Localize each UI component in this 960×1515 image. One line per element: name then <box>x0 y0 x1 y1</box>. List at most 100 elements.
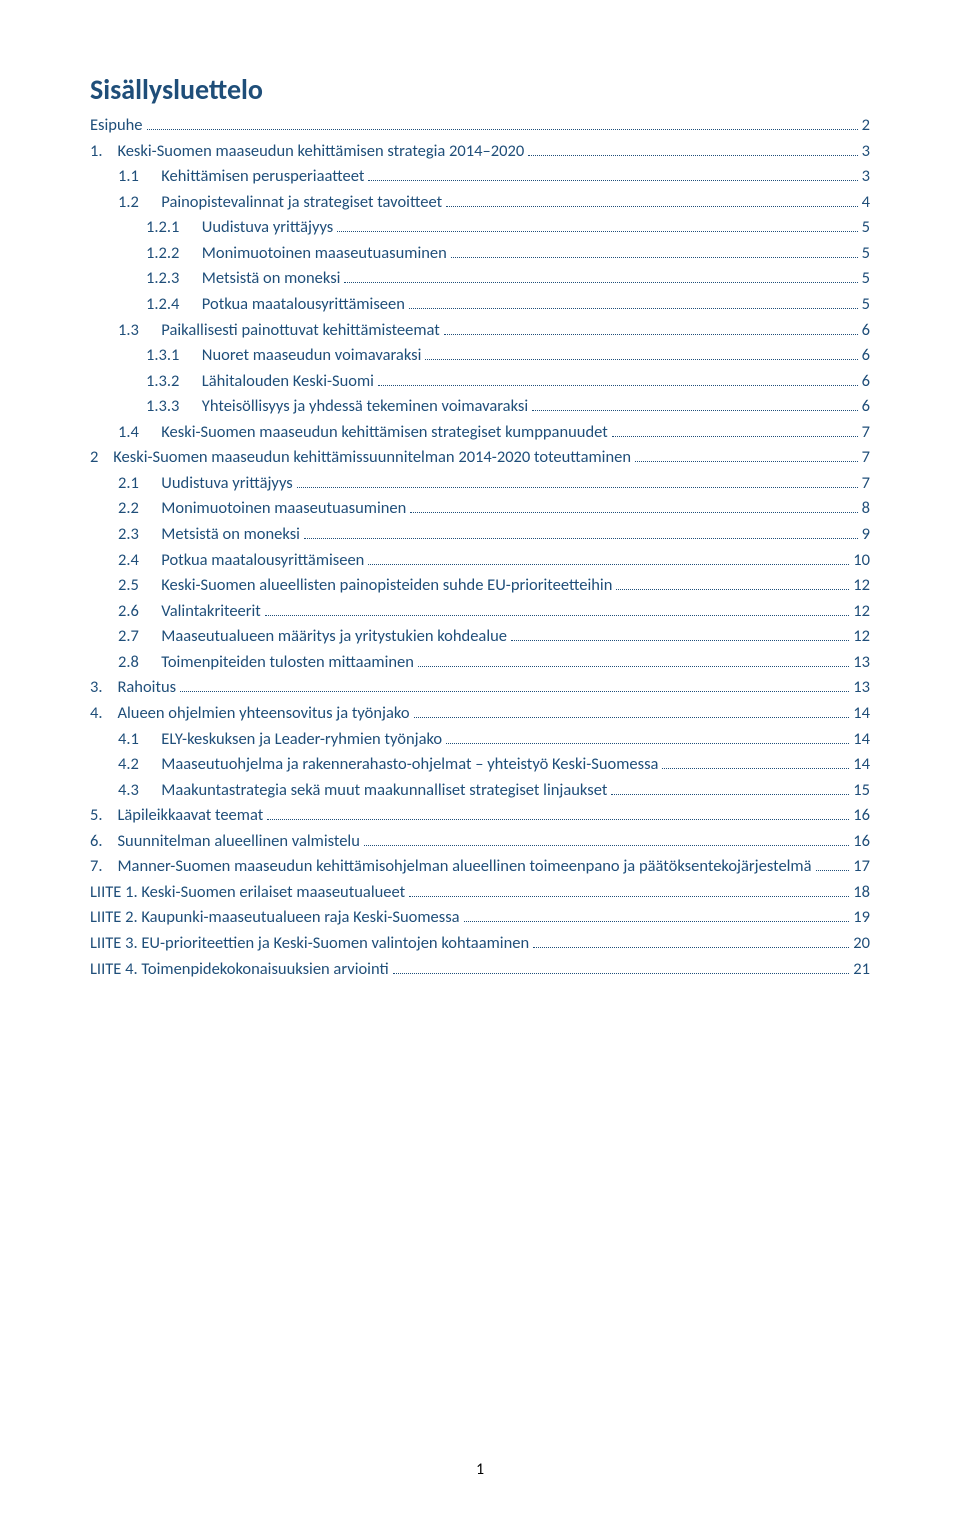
toc-page: 6 <box>862 318 870 344</box>
toc-row: 4.1 ELY-keskuksen ja Leader-ryhmien työn… <box>90 727 870 753</box>
toc-row: LIITE 1. Keski-Suomen erilaiset maaseutu… <box>90 880 870 906</box>
toc-label: 2.5 Keski-Suomen alueellisten painopiste… <box>118 573 612 599</box>
toc-leader <box>368 166 857 181</box>
toc-page: 17 <box>853 854 870 880</box>
toc-row: 4. Alueen ohjelmien yhteensovitus ja työ… <box>90 701 870 727</box>
toc-leader <box>635 447 858 462</box>
toc-label: LIITE 4. Toimenpidekokonaisuuksien arvio… <box>90 957 389 983</box>
toc-label: 1.2.2 Monimuotoinen maaseutuasuminen <box>146 241 447 267</box>
toc-leader <box>611 780 849 795</box>
toc-row: 2.1 Uudistuva yrittäjyys7 <box>90 471 870 497</box>
toc-label: 5. Läpileikkaavat teemat <box>90 803 263 829</box>
toc-leader <box>409 294 858 309</box>
toc-label: LIITE 3. EU-prioriteettien ja Keski-Suom… <box>90 931 529 957</box>
toc-label: 2.6 Valintakriteerit <box>118 599 261 625</box>
toc-leader <box>378 371 858 386</box>
toc-leader <box>528 141 857 156</box>
toc-leader <box>464 907 850 922</box>
toc-leader <box>147 115 858 130</box>
toc-row: LIITE 2. Kaupunki-maaseutualueen raja Ke… <box>90 905 870 931</box>
toc-row: 2.5 Keski-Suomen alueellisten painopiste… <box>90 573 870 599</box>
toc-page: 18 <box>853 880 870 906</box>
toc-leader <box>368 550 849 565</box>
toc-leader <box>414 703 850 718</box>
toc-page: 20 <box>853 931 870 957</box>
toc-row: LIITE 3. EU-prioriteettien ja Keski-Suom… <box>90 931 870 957</box>
toc-row: 1.3.2 Lähitalouden Keski-Suomi6 <box>90 369 870 395</box>
toc-row: 5. Läpileikkaavat teemat 16 <box>90 803 870 829</box>
toc-row: 1.1 Kehittämisen perusperiaatteet 3 <box>90 164 870 190</box>
toc-page: 4 <box>862 190 870 216</box>
toc-row: LIITE 4. Toimenpidekokonaisuuksien arvio… <box>90 957 870 983</box>
toc-row: 2.6 Valintakriteerit12 <box>90 599 870 625</box>
toc-page: 15 <box>853 778 870 804</box>
toc-page: 5 <box>862 215 870 241</box>
table-of-contents: Esipuhe21. Keski-Suomen maaseudun kehitt… <box>90 113 870 982</box>
toc-row: 1.2.3 Metsistä on moneksi 5 <box>90 266 870 292</box>
toc-page: 13 <box>853 675 870 701</box>
toc-leader <box>393 959 850 974</box>
toc-leader <box>446 728 849 743</box>
toc-page: 5 <box>862 266 870 292</box>
toc-page: 16 <box>853 829 870 855</box>
toc-label: 1.3 Paikallisesti painottuvat kehittämis… <box>118 318 440 344</box>
toc-label: 7. Manner-Suomen maaseudun kehittämisohj… <box>90 854 812 880</box>
toc-label: 4.3 Maakuntastrategia sekä muut maakunna… <box>118 778 607 804</box>
toc-row: 1.2 Painopistevalinnat ja strategiset ta… <box>90 190 870 216</box>
toc-page: 3 <box>862 164 870 190</box>
toc-leader <box>267 805 849 820</box>
toc-page: 19 <box>853 905 870 931</box>
toc-label: 2.8 Toimenpiteiden tulosten mittaaminen <box>118 650 414 676</box>
toc-label: LIITE 2. Kaupunki-maaseutualueen raja Ke… <box>90 905 460 931</box>
toc-label: 1. Keski-Suomen maaseudun kehittämisen s… <box>90 139 524 165</box>
toc-page: 9 <box>862 522 870 548</box>
toc-page: 12 <box>853 573 870 599</box>
toc-leader <box>451 243 858 258</box>
toc-label: LIITE 1. Keski-Suomen erilaiset maaseutu… <box>90 880 405 906</box>
toc-page: 16 <box>853 803 870 829</box>
toc-label: 1.2 Painopistevalinnat ja strategiset ta… <box>118 190 442 216</box>
toc-row: 2.3 Metsistä on moneksi 9 <box>90 522 870 548</box>
toc-label: 4.2 Maaseutuohjelma ja rakennerahasto-oh… <box>118 752 658 778</box>
toc-page: 7 <box>862 420 870 446</box>
toc-label: 1.3.3 Yhteisöllisyys ja yhdessä tekemine… <box>146 394 528 420</box>
toc-label: 2.3 Metsistä on moneksi <box>118 522 300 548</box>
toc-row: 2 Keski-Suomen maaseudun kehittämissuunn… <box>90 445 870 471</box>
toc-page: 2 <box>862 113 870 139</box>
toc-leader <box>446 192 858 207</box>
toc-page: 21 <box>853 957 870 983</box>
toc-row: 2.8 Toimenpiteiden tulosten mittaaminen1… <box>90 650 870 676</box>
toc-label: 1.2.3 Metsistä on moneksi <box>146 266 340 292</box>
toc-label: 1.1 Kehittämisen perusperiaatteet <box>118 164 364 190</box>
toc-leader <box>444 319 858 334</box>
toc-label: 1.3.2 Lähitalouden Keski-Suomi <box>146 369 374 395</box>
toc-label: 6. Suunnitelman alueellinen valmistelu <box>90 829 360 855</box>
page-number: 1 <box>90 1460 870 1479</box>
toc-label: 1.4 Keski-Suomen maaseudun kehittämisen … <box>118 420 608 446</box>
toc-row: Esipuhe2 <box>90 113 870 139</box>
toc-leader <box>297 473 858 488</box>
toc-leader <box>265 601 849 616</box>
toc-label: 2.7 Maaseutualueen määritys ja yritystuk… <box>118 624 507 650</box>
toc-row: 1.3.3 Yhteisöllisyys ja yhdessä tekemine… <box>90 394 870 420</box>
toc-row: 4.3 Maakuntastrategia sekä muut maakunna… <box>90 778 870 804</box>
toc-label: 1.3.1 Nuoret maaseudun voimavaraksi <box>146 343 421 369</box>
toc-leader <box>364 831 849 846</box>
toc-page: 12 <box>853 624 870 650</box>
toc-leader <box>662 754 849 769</box>
toc-leader <box>409 882 849 897</box>
toc-row: 1. Keski-Suomen maaseudun kehittämisen s… <box>90 139 870 165</box>
toc-row: 1.2.1 Uudistuva yrittäjyys5 <box>90 215 870 241</box>
toc-label: 2.4 Potkua maatalousyrittämiseen <box>118 548 364 574</box>
toc-row: 1.2.2 Monimuotoinen maaseutuasuminen5 <box>90 241 870 267</box>
toc-row: 2.4 Potkua maatalousyrittämiseen 10 <box>90 548 870 574</box>
toc-label: 4. Alueen ohjelmien yhteensovitus ja työ… <box>90 701 410 727</box>
toc-page: 8 <box>862 496 870 522</box>
toc-page: 3 <box>862 139 870 165</box>
toc-page: 14 <box>853 752 870 778</box>
toc-row: 1.2.4 Potkua maatalousyrittämiseen5 <box>90 292 870 318</box>
toc-label: 2.1 Uudistuva yrittäjyys <box>118 471 293 497</box>
toc-page: 10 <box>853 548 870 574</box>
toc-leader <box>304 524 858 539</box>
toc-leader <box>425 345 857 360</box>
